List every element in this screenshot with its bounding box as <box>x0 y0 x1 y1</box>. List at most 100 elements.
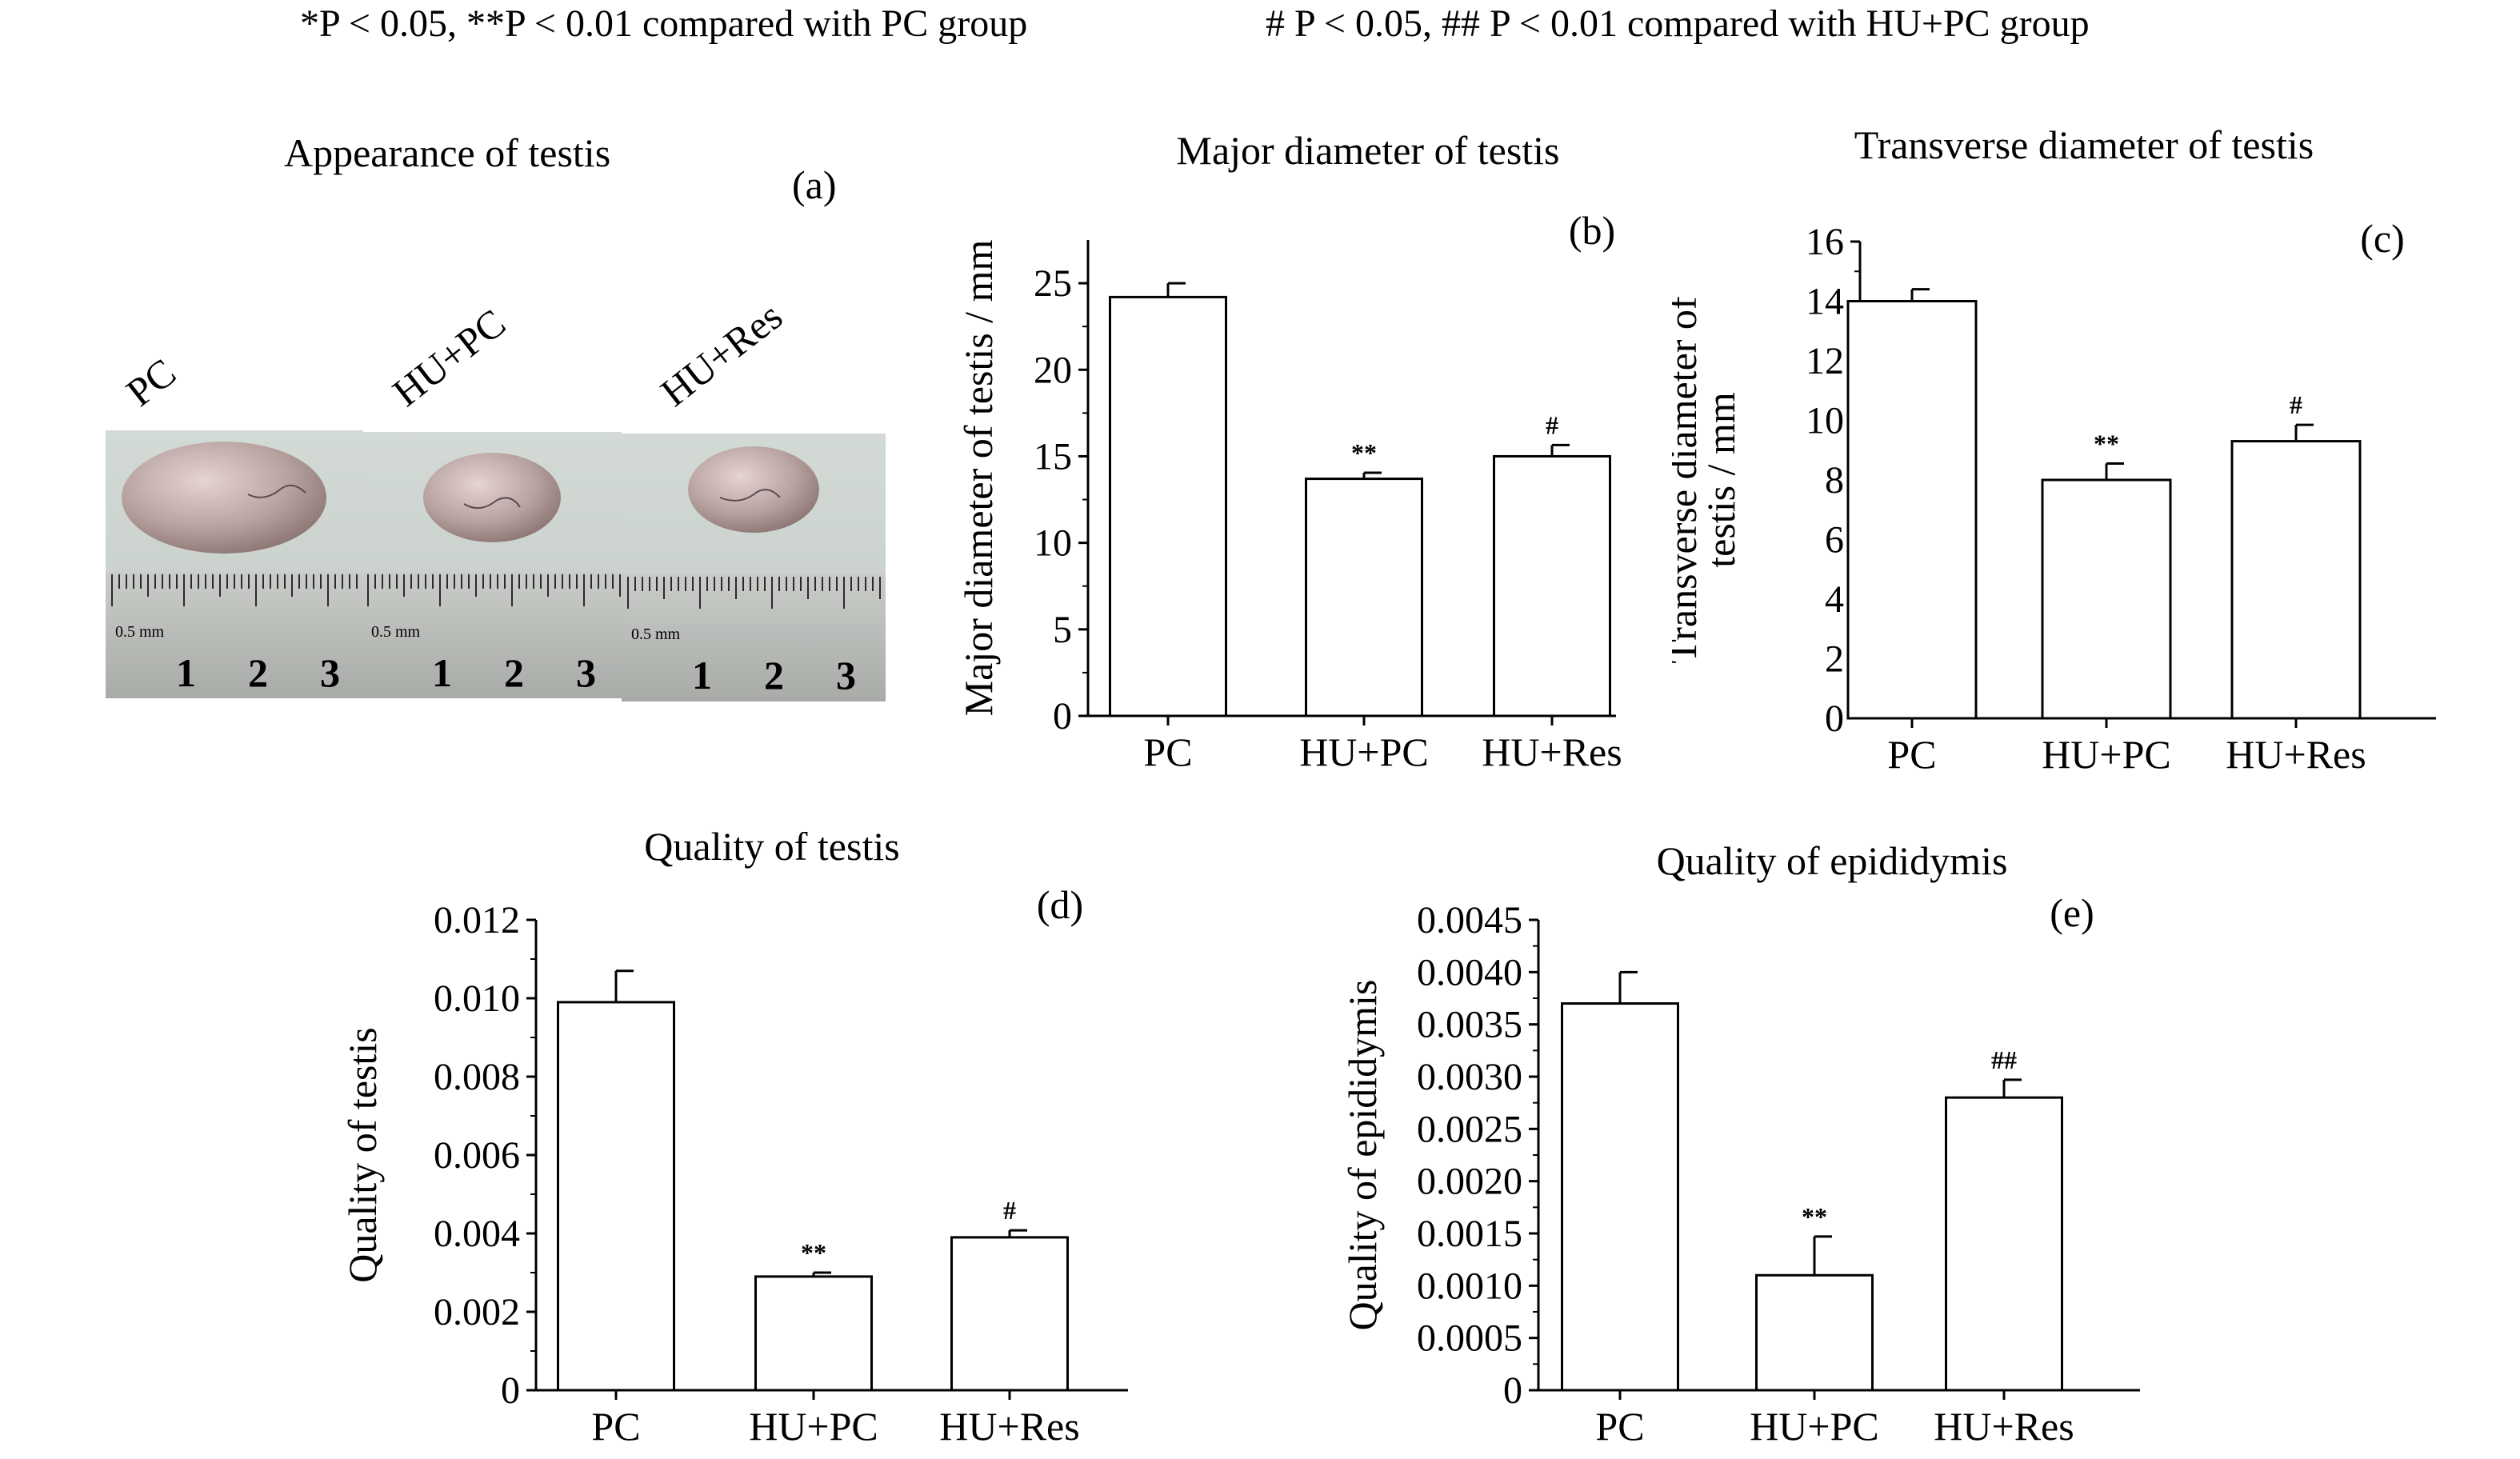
chart-major-diameter: Major diameter of testis(b) 0 5 10 15 20 25 Maj… <box>956 128 1622 774</box>
y-tick-label: 20 <box>1034 349 1072 391</box>
x-tick-label: HU+PC <box>749 1404 878 1449</box>
x-tick-label: HU+Res <box>1934 1404 2074 1449</box>
x-tick-label: PC <box>1595 1404 1644 1449</box>
significance-marker: # <box>1546 410 1558 439</box>
y-tick-label: 0.012 <box>434 899 520 941</box>
bar-hu-res <box>2230 440 2362 720</box>
ruler-number: 3 <box>576 650 596 695</box>
chart-title: Major diameter of testis <box>1176 128 1559 173</box>
ruler-number: 1 <box>432 650 452 695</box>
x-tick-label: PC <box>591 1404 640 1449</box>
y-tick-label: 0 <box>1825 698 1844 740</box>
significance-marker: ** <box>1351 438 1377 467</box>
significance-marker: # <box>1003 1196 1016 1225</box>
bar-hu-res <box>1945 1096 2063 1392</box>
ruler-unit-label: 0.5 mm <box>371 623 421 641</box>
ruler-unit-label: 0.5 mm <box>631 626 681 643</box>
chart-transverse-diameter: Transverse diameter of testis (c) 0 2 4 6 8 10 1… <box>1672 122 2436 777</box>
y-tick-label: 0.010 <box>434 977 520 1020</box>
ruler-number: 3 <box>836 653 856 698</box>
y-tick-label: 0.0040 <box>1417 951 1522 993</box>
x-tick-label: HU+Res <box>2226 732 2366 777</box>
ruler-number: 2 <box>248 650 268 695</box>
panel-a-title: Appearance of testis <box>284 130 611 175</box>
x-tick-label: PC <box>1887 732 1936 777</box>
significance-marker: ** <box>1802 1202 1827 1231</box>
chart-title: Quality of epididymis <box>1657 838 2008 883</box>
y-axis-label: testis / mm <box>1698 392 1743 568</box>
ruler-number: 2 <box>764 653 784 698</box>
bar-pc <box>557 1001 675 1392</box>
significance-marker: ** <box>801 1238 826 1267</box>
ruler-number: 3 <box>320 650 340 695</box>
bar-hu-pc <box>1305 478 1423 718</box>
y-tick-label: 0.0035 <box>1417 1004 1522 1046</box>
panel-a-letter: (a) <box>792 162 837 207</box>
y-tick-label: 0 <box>1503 1369 1522 1412</box>
y-tick-label: 0 <box>501 1369 520 1412</box>
ruler-number: 2 <box>504 650 524 695</box>
y-tick-label: 10 <box>1806 400 1844 442</box>
ruler-unit-label: 0.5 mm <box>115 623 165 641</box>
x-tick-label: HU+Res <box>939 1404 1079 1449</box>
significance-marker: # <box>2290 390 2302 419</box>
y-axis-label: Major diameter of testis / mm <box>956 240 1001 717</box>
photo-label-hu-res: HU+Res <box>652 294 790 415</box>
photo-strip-hu-pc <box>362 432 622 698</box>
x-tick-label: HU+PC <box>1750 1404 1879 1449</box>
y-axis-label: Transverse diameter of <box>1672 296 1705 663</box>
y-tick-label: 8 <box>1825 459 1844 502</box>
ruler-labels: 0.5 mm 1 2 3 0.5 mm 1 2 3 0.5 mm 1 2 3 <box>115 623 856 698</box>
y-tick-label: 5 <box>1053 609 1072 651</box>
y-tick-label: 0.0025 <box>1417 1108 1522 1150</box>
y-tick-label: 0.008 <box>434 1056 520 1098</box>
y-tick-label: 4 <box>1825 578 1844 621</box>
y-tick-label: 12 <box>1806 340 1844 382</box>
y-tick-label: 0.0010 <box>1417 1265 1522 1307</box>
chart-quality-testis: Quality of testis (d) 0 0.002 0.004 0.006 0.00… <box>340 832 1128 1449</box>
legend-right: # P < 0.05, ## P < 0.01 compared with HU… <box>1266 2 2090 45</box>
bar-hu-pc <box>754 1275 873 1392</box>
panel-letter: (b) <box>1569 208 1615 253</box>
bar-hu-res <box>1493 454 1611 718</box>
panel-letter: (c) <box>2360 216 2405 261</box>
x-tick-label: HU+PC <box>1299 730 1429 774</box>
chart-title: Transverse diameter of testis <box>1854 122 2314 167</box>
panel-letter: (d) <box>1037 882 1083 927</box>
y-tick-label: 10 <box>1034 522 1072 565</box>
ruler-number: 1 <box>692 653 712 698</box>
significance-marker: ** <box>2094 430 2119 458</box>
chart-quality-epididymis: Quality of epididymis (e) 0 0.0005 0.0010 0.0… <box>1340 838 2140 1449</box>
bar-pc <box>1846 300 1978 720</box>
y-tick-label: 0.004 <box>434 1213 520 1255</box>
bar-hu-pc <box>1755 1273 1874 1392</box>
y-tick-label: 15 <box>1034 435 1072 478</box>
y-tick-label: 14 <box>1806 281 1844 323</box>
panel-letter: (e) <box>2050 890 2094 935</box>
y-tick-label: 0.0005 <box>1417 1317 1522 1360</box>
photo-group-labels: PC HU+PC HU+Res <box>118 294 790 415</box>
photo-label-pc: PC <box>118 350 184 415</box>
y-tick-label: 0.0020 <box>1417 1161 1522 1203</box>
chart-title: Quality of testis <box>644 832 899 869</box>
y-tick-label: 0 <box>1053 695 1072 737</box>
photo-strip-hu-res <box>622 434 886 702</box>
y-tick-label: 6 <box>1825 519 1844 562</box>
y-tick-label: 25 <box>1034 262 1072 305</box>
bar-pc <box>1109 295 1227 718</box>
y-tick-label: 0.0030 <box>1417 1056 1522 1098</box>
bar-pc <box>1561 1002 1679 1392</box>
y-axis-label: Quality of epididymis <box>1340 980 1385 1331</box>
x-tick-label: HU+Res <box>1482 730 1622 774</box>
photo-strip-pc <box>106 430 363 698</box>
y-tick-label: 2 <box>1825 638 1844 681</box>
photo-label-hu-pc: HU+PC <box>384 300 514 415</box>
y-tick-label: 0.0015 <box>1417 1213 1522 1255</box>
testis-photo: PC HU+PC HU+Res 0.5 mm 1 2 3 0.5 mm 1 2 3 0.5 mm… <box>106 294 886 702</box>
bar-hu-res <box>950 1236 1069 1392</box>
x-tick-label: PC <box>1143 730 1192 774</box>
y-tick-label: 0.006 <box>434 1134 520 1177</box>
ruler-ticks <box>111 574 881 609</box>
legend-left: *P < 0.05, **P < 0.01 compared with PC g… <box>300 2 1028 45</box>
y-tick-label: 16 <box>1806 221 1844 263</box>
